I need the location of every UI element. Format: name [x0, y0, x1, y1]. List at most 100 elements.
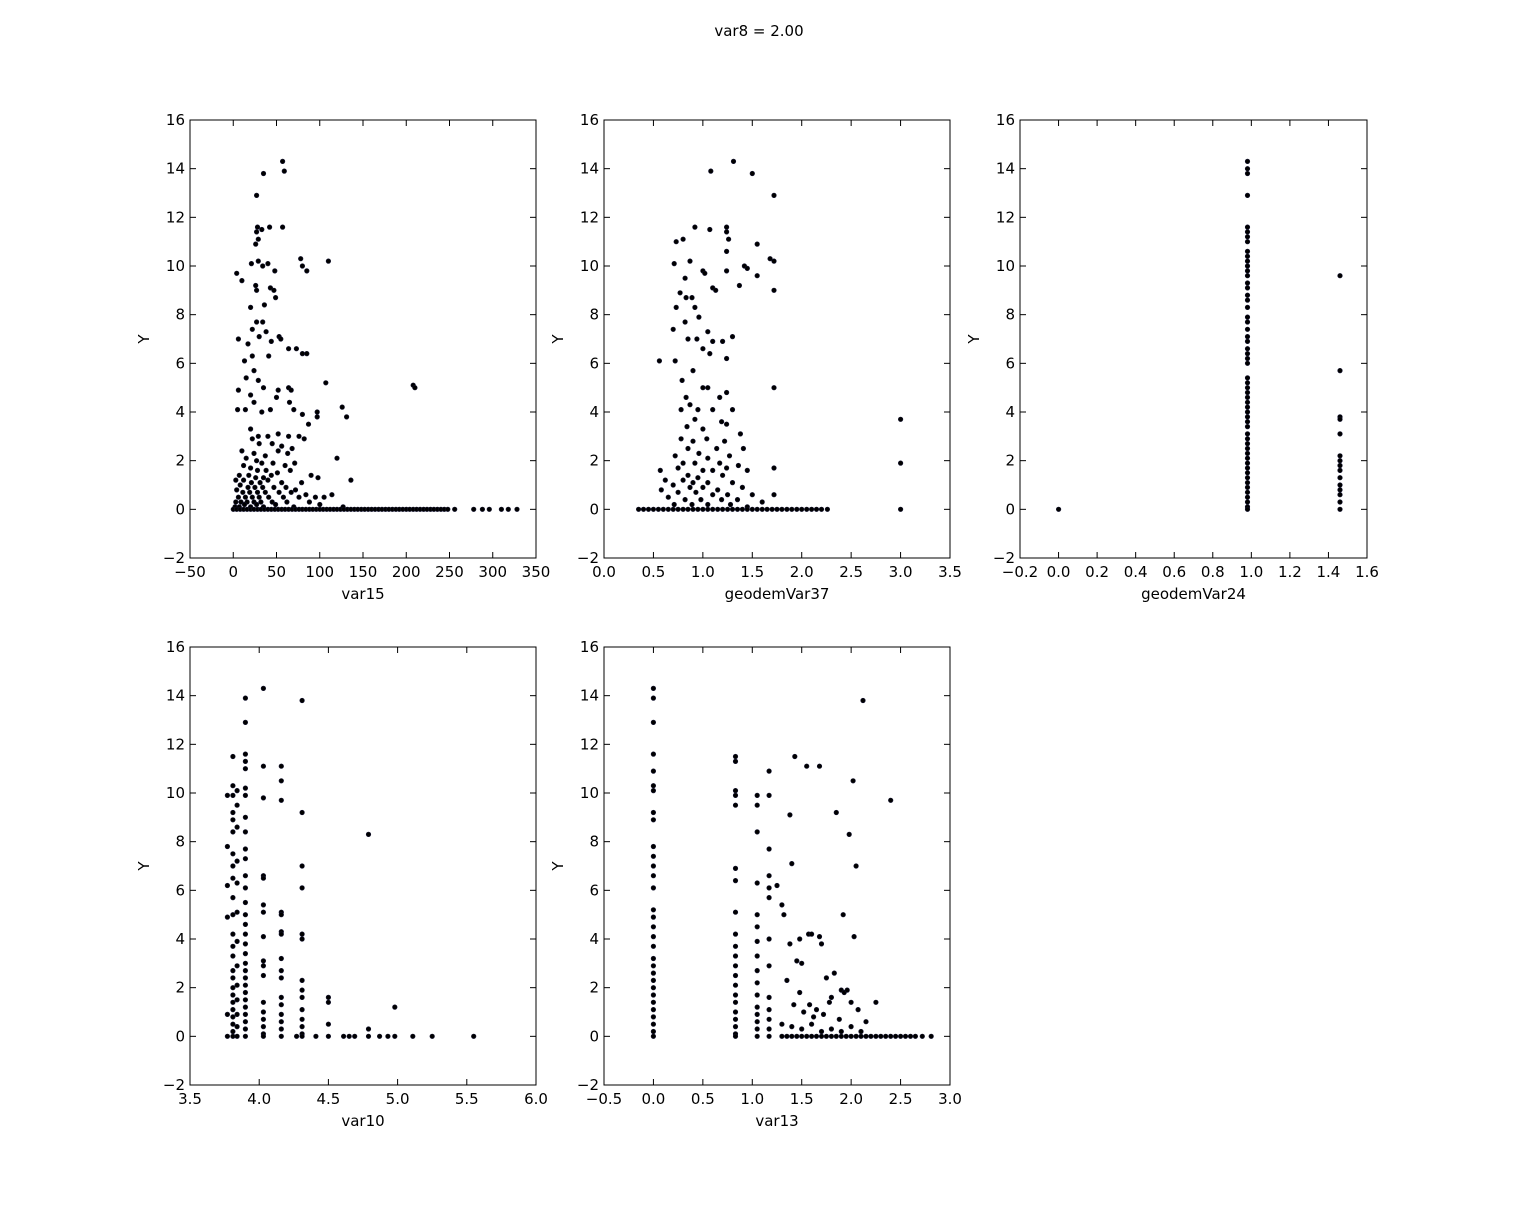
scatter-point [787, 941, 793, 947]
y-tick-label: −2 [577, 1076, 599, 1094]
scatter-point [749, 506, 755, 512]
scatter-point [268, 338, 274, 345]
y-tick-label: 12 [166, 735, 185, 753]
scatter-point [278, 1019, 284, 1025]
subplot-2: 0.0 0.5 1.0 1.5 2.0 2.5 3.0 3.5 −2 0 2 4 6 8 10 12 14 16 g… [549, 111, 962, 603]
scatter-point [325, 999, 332, 1005]
y-tick-label: 14 [166, 687, 185, 705]
scatter-point [650, 999, 657, 1005]
scatter-point [234, 1023, 240, 1030]
scatter-point [771, 385, 777, 391]
scatter-point [1244, 297, 1251, 303]
scatter-point [671, 261, 677, 267]
scatter-point [1337, 487, 1343, 493]
scatter-point [779, 506, 785, 512]
scatter-point [665, 494, 671, 500]
scatter-point [1244, 375, 1251, 381]
scatter-point [230, 829, 236, 835]
scatter-point [377, 1033, 383, 1039]
x-tick-label: 0.2 [1085, 563, 1109, 581]
scatter-point [235, 407, 241, 413]
scatter-point [251, 368, 257, 374]
scatter-point [831, 970, 837, 976]
scatter-point [265, 261, 271, 267]
axes-frame [603, 119, 951, 559]
y-tick-label: 6 [175, 354, 185, 372]
scatter-point [897, 506, 904, 512]
scatter-point [299, 1023, 305, 1030]
scatter-point [1244, 258, 1251, 264]
scatter-point [1244, 455, 1251, 461]
scatter-point [242, 1019, 248, 1025]
scatter-point [1244, 248, 1251, 254]
scatter-point [278, 1033, 284, 1039]
scatter-point [276, 489, 282, 495]
scatter-point [705, 385, 711, 391]
y-tick-label: 16 [580, 638, 599, 656]
scatter-point [897, 460, 904, 466]
scatter-point [683, 394, 689, 401]
scatter-point [749, 170, 755, 177]
scatter-point [804, 763, 810, 769]
scatter-point [253, 241, 259, 247]
scatter-point [252, 484, 258, 491]
x-tick-label: 2.5 [889, 1090, 913, 1108]
scatter-point [230, 1006, 236, 1013]
scatter-point [715, 506, 721, 512]
scatter-point [685, 506, 691, 512]
scatter-point [365, 1033, 372, 1039]
x-tick-label: 0.0 [1047, 563, 1071, 581]
scatter-point [299, 351, 306, 357]
y-axis-label: Y [135, 334, 153, 345]
scatter-point [305, 421, 312, 427]
y-tick-label: 10 [166, 257, 185, 275]
scatter-point [840, 912, 846, 918]
scatter-point [705, 455, 711, 461]
y-tick-label: −2 [163, 549, 185, 567]
scatter-point [754, 792, 760, 799]
scatter-point [323, 380, 329, 386]
scatter-point [254, 319, 260, 325]
scatter-point [291, 407, 297, 413]
scatter-point [1337, 273, 1343, 279]
x-tick-label: 0.0 [592, 563, 616, 581]
scatter-point [256, 494, 262, 500]
scatter-point [278, 967, 284, 974]
scatter-point [665, 506, 671, 512]
y-tick-label: 6 [175, 881, 185, 899]
scatter-point [855, 1006, 861, 1013]
scatter-point [241, 358, 248, 364]
scatter-point [771, 465, 777, 471]
y-tick-label: 4 [589, 403, 599, 421]
scatter-point [679, 377, 685, 384]
scatter-point [1244, 239, 1251, 245]
scatter-point [771, 258, 777, 264]
scatter-point [306, 499, 313, 505]
subplot-grid: −50 0 50 100 150 200 250 300 350−20246810121416v… [135, 111, 1379, 1130]
scatter-point [848, 999, 854, 1005]
x-tick-label: 50 [267, 563, 286, 581]
scatter-point [675, 489, 681, 495]
x-tick-label: 5.0 [386, 1090, 410, 1108]
scatter-point [818, 506, 825, 512]
scatter-point [732, 909, 739, 915]
scatter-point [650, 1028, 657, 1035]
scatter-point [254, 467, 261, 474]
scatter-point [732, 972, 739, 979]
scatter-point [680, 460, 686, 466]
scatter-point [801, 1009, 807, 1015]
scatter-point [816, 933, 823, 940]
scatter-point [650, 751, 657, 757]
scatter-point [505, 506, 511, 512]
scatter-point [286, 346, 292, 352]
x-tick-label: 2.0 [839, 1090, 863, 1108]
scatter-point [224, 1011, 230, 1018]
scatter-point [238, 499, 244, 505]
scatter-point [248, 480, 254, 486]
scatter-point [1244, 263, 1251, 269]
scatter-point [797, 989, 803, 996]
y-tick-label: 16 [166, 638, 185, 656]
scatter-point [784, 977, 790, 984]
scatter-point [690, 438, 696, 444]
scatter-point [282, 462, 288, 469]
